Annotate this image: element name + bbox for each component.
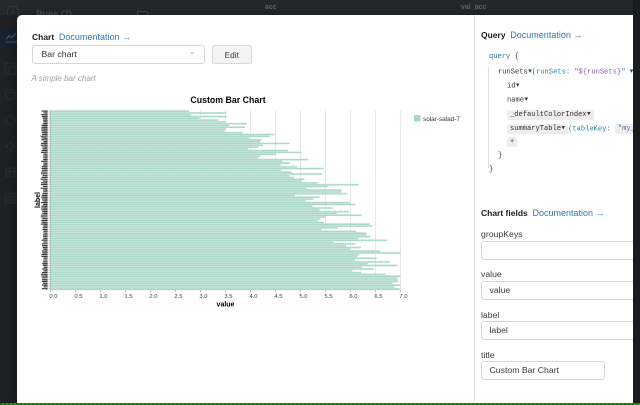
svg-text:3.5: 3.5 xyxy=(224,294,233,300)
svg-text:5.0: 5.0 xyxy=(299,294,308,300)
svg-text:label: label xyxy=(35,192,42,208)
svg-text:2.0: 2.0 xyxy=(149,294,158,300)
svg-text:1.0: 1.0 xyxy=(99,294,108,300)
svg-text:solar-salad-7: solar-salad-7 xyxy=(423,116,460,123)
svg-text:value: value xyxy=(217,302,235,309)
svg-text:4.5: 4.5 xyxy=(274,294,283,300)
svg-text:6.0: 6.0 xyxy=(349,294,358,300)
svg-text:6.5: 6.5 xyxy=(374,294,383,300)
svg-text:1.5: 1.5 xyxy=(124,294,133,300)
svg-text:7.0: 7.0 xyxy=(399,294,408,300)
svg-text:5.5: 5.5 xyxy=(324,294,333,300)
svg-text:4.0: 4.0 xyxy=(249,294,258,300)
svg-text:3.0: 3.0 xyxy=(199,294,208,300)
svg-text:0.5: 0.5 xyxy=(74,294,83,300)
svg-text:0.0: 0.0 xyxy=(49,294,58,300)
svg-text:2.5: 2.5 xyxy=(174,294,183,300)
svg-text:Custom Bar Chart: Custom Bar Chart xyxy=(190,95,265,105)
